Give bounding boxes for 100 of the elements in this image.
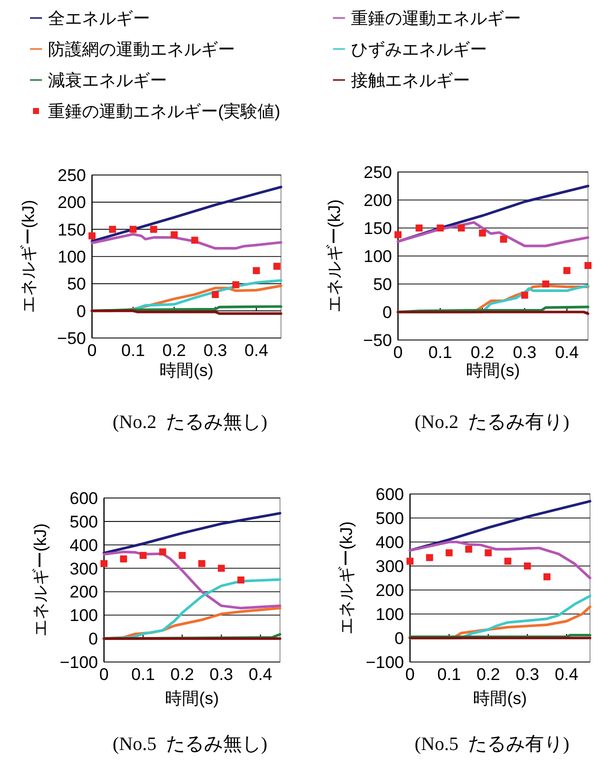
y-tick-label: 500 <box>70 512 98 532</box>
x-tick-label: 0.2 <box>470 343 494 362</box>
point <box>150 226 158 233</box>
y-tick-label: 300 <box>376 557 404 576</box>
x-axis-title: 時間(s) <box>473 689 527 708</box>
y-tick-label: 100 <box>58 248 86 266</box>
point <box>478 230 486 237</box>
point <box>252 267 260 274</box>
point <box>120 555 128 562</box>
x-axis-title: 時間(s) <box>160 361 214 380</box>
y-axis-title: エネルギー(kJ) <box>31 523 50 637</box>
legend-label: 接触エネルギー <box>351 71 470 90</box>
y-tick-label: 0 <box>88 630 98 649</box>
x-tick-label: 0.2 <box>170 665 194 684</box>
point <box>273 262 280 270</box>
point <box>426 554 434 562</box>
y-axis-title: エネルギー(kJ) <box>325 199 344 313</box>
x-tick-label: 0.1 <box>131 665 155 684</box>
x-tick-label: 0.4 <box>244 341 268 360</box>
y-tick-label: 150 <box>58 220 86 240</box>
y-tick-label: −100 <box>366 653 404 672</box>
x-tick-label: 0.2 <box>476 665 500 684</box>
y-tick-label: 300 <box>70 559 98 578</box>
y-tick-label: −100 <box>60 653 98 672</box>
text: (No.5 たるみ有り) <box>414 734 570 755</box>
line-series <box>90 232 282 250</box>
line-series <box>408 540 592 580</box>
y-axis-title: エネルギー(kJ) <box>337 521 356 635</box>
point <box>191 236 198 244</box>
y-tick-label: −50 <box>363 331 392 350</box>
text: (No.5 たるみ無し) <box>112 734 268 755</box>
y-tick-label: 50 <box>67 274 86 294</box>
point <box>140 552 147 559</box>
point <box>584 262 592 270</box>
y-tick-label: 200 <box>376 581 404 600</box>
point <box>542 280 550 288</box>
text: (No.2 たるみ有り) <box>414 412 570 433</box>
y-tick-label: 250 <box>58 166 86 185</box>
point <box>109 226 116 233</box>
point <box>88 232 96 240</box>
point <box>524 562 531 570</box>
y-tick-label: 600 <box>70 489 98 508</box>
point <box>436 224 444 232</box>
x-tick-label: 0.3 <box>203 341 228 360</box>
legend-label: 重錘の運動エネルギー <box>351 9 521 28</box>
y-axis-title: エネルギー(kJ) <box>19 200 38 314</box>
x-tick-label: 0.1 <box>437 665 461 684</box>
point <box>198 560 206 568</box>
y-tick-label: 0 <box>76 302 86 321</box>
y-tick-label: 100 <box>70 606 98 626</box>
x-tick-label: 0.1 <box>428 343 452 362</box>
y-tick-label: 0 <box>382 303 392 322</box>
y-tick-label: 200 <box>364 191 392 210</box>
y-tick-label: 150 <box>364 219 392 238</box>
point <box>500 236 508 243</box>
y-tick-label: 200 <box>58 193 86 212</box>
point <box>484 549 492 556</box>
text: (No.2 たるみ無し) <box>112 412 268 433</box>
point <box>218 564 225 572</box>
x-tick-label: 0.2 <box>162 341 186 360</box>
y-tick-label: −50 <box>57 329 86 348</box>
point <box>232 281 240 288</box>
legend-label: 減衰エネルギー <box>48 71 167 90</box>
x-axis-title: 時間(s) <box>165 689 219 708</box>
y-tick-label: 400 <box>70 536 98 555</box>
x-tick-label: 0.4 <box>554 665 578 684</box>
point <box>178 552 186 559</box>
point <box>458 224 465 232</box>
point <box>237 576 244 584</box>
legend-label: 全エネルギー <box>48 9 150 28</box>
point <box>212 291 219 298</box>
x-tick-label: 0.3 <box>210 665 234 684</box>
y-tick-label: 200 <box>70 582 98 602</box>
x-tick-label: 0.3 <box>512 343 536 362</box>
point <box>394 231 402 238</box>
x-tick-label: 0.4 <box>248 665 272 684</box>
y-tick-label: 400 <box>376 533 404 552</box>
point <box>563 267 570 274</box>
y-tick-label: 500 <box>376 509 404 528</box>
line-series <box>102 512 282 554</box>
y-tick-label: 250 <box>364 163 392 182</box>
y-tick-label: 0 <box>394 629 404 648</box>
point <box>504 558 512 565</box>
y-tick-label: 100 <box>364 247 392 266</box>
x-tick-label: 0.1 <box>121 341 145 360</box>
point <box>130 226 137 233</box>
y-tick-label: 600 <box>376 485 404 504</box>
point <box>159 548 166 556</box>
x-tick-label: 0.4 <box>555 343 579 362</box>
point <box>416 224 423 232</box>
point <box>465 546 472 553</box>
point <box>543 573 550 580</box>
legend-label: 防護網の運動エネルギー <box>48 40 235 59</box>
legend-label: ひずみエネルギー <box>351 40 487 59</box>
point <box>406 558 414 565</box>
x-axis-title: 時間(s) <box>466 361 520 380</box>
point <box>446 549 453 556</box>
line-series <box>90 186 282 243</box>
y-tick-label: 50 <box>373 275 392 294</box>
line-series <box>396 221 590 248</box>
